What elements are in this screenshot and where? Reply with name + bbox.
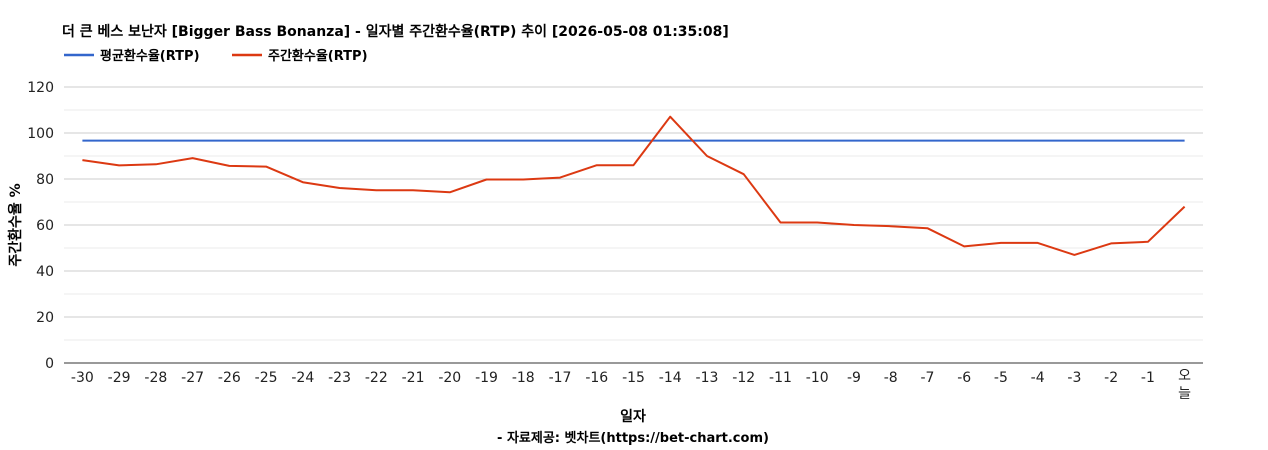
- x-tick-label: -22: [365, 370, 388, 386]
- source-credit: - 자료제공: 벳차트(https://bet-chart.com): [497, 430, 769, 446]
- x-tick-label: -5: [994, 370, 1008, 386]
- y-tick-label: 40: [36, 264, 54, 280]
- x-tick-label: -25: [255, 370, 278, 386]
- x-tick-label: -15: [622, 370, 645, 386]
- y-tick-label: 20: [36, 310, 54, 326]
- x-tick-label: -30: [71, 370, 94, 386]
- x-tick-label: -2: [1104, 370, 1118, 386]
- legend: 평균환수율(RTP) 주간환수율(RTP): [64, 48, 368, 64]
- x-tick-label: -16: [585, 370, 608, 386]
- y-axis-title: 주간환수율 %: [7, 183, 24, 266]
- y-tick-label: 60: [36, 218, 54, 234]
- x-tick-label: -19: [475, 370, 498, 386]
- x-tick-label: -14: [659, 370, 682, 386]
- x-tick-label: -21: [402, 370, 425, 386]
- gridlines: [64, 86, 1203, 364]
- x-tick-label: -13: [696, 370, 719, 386]
- x-tick-label: -10: [806, 370, 829, 386]
- y-tick-label: 100: [27, 126, 54, 142]
- y-tick-label: 120: [27, 80, 54, 96]
- x-tick-label: -23: [328, 370, 351, 386]
- series-layer: [82, 115, 1186, 256]
- x-tick-label: -12: [732, 370, 755, 386]
- x-tick-label: -11: [769, 370, 792, 386]
- x-tick-label: -4: [1031, 370, 1045, 386]
- x-tick-label: -6: [957, 370, 971, 386]
- x-tick-label: -26: [218, 370, 241, 386]
- x-tick-label: -3: [1067, 370, 1081, 386]
- legend-label-average: 평균환수율(RTP): [100, 48, 200, 64]
- chart-title: 더 큰 베스 보난자 [Bigger Bass Bonanza] - 일자별 주…: [62, 23, 729, 40]
- x-tick-label: -28: [144, 370, 167, 386]
- x-tick-label: -18: [512, 370, 535, 386]
- y-tick-label: 0: [45, 356, 54, 372]
- series-line-weekly: [82, 115, 1186, 256]
- x-tick-label: -29: [108, 370, 131, 386]
- x-tick-label: -27: [181, 370, 204, 386]
- x-tick-label: -1: [1141, 370, 1155, 386]
- x-tick-label: -7: [920, 370, 934, 386]
- x-tick-label: -24: [291, 370, 314, 386]
- x-axis-title: 일자: [620, 409, 646, 425]
- y-axis-ticks: 0 20 40 60 80 100 120: [27, 80, 54, 372]
- x-tick-label: -8: [884, 370, 898, 386]
- x-tick-label: -20: [438, 370, 461, 386]
- x-axis-ticks: -30 -29 -28 -27 -26 -25 -24 -23 -22 -21 -20 -19 -18-…: [71, 368, 1191, 402]
- x-tick-label: -9: [847, 370, 861, 386]
- x-tick-label: -17: [549, 370, 572, 386]
- legend-label-weekly: 주간환수율(RTP): [268, 48, 368, 64]
- y-tick-label: 80: [36, 172, 54, 188]
